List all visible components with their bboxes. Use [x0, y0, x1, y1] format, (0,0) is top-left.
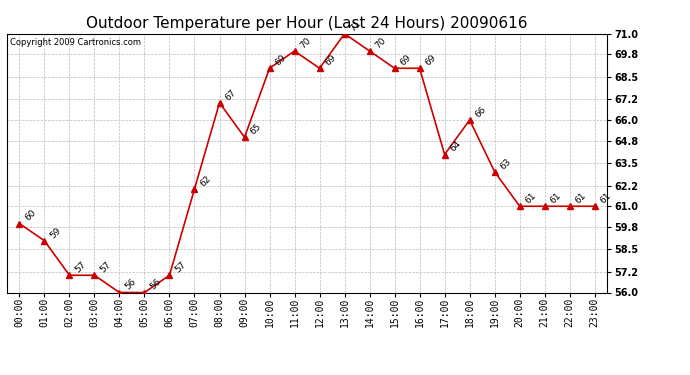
Text: 70: 70 [299, 36, 313, 50]
Text: 57: 57 [74, 260, 88, 274]
Text: 59: 59 [48, 225, 63, 240]
Text: 69: 69 [274, 53, 288, 68]
Text: 71: 71 [348, 18, 363, 33]
Text: 60: 60 [23, 208, 38, 223]
Text: 69: 69 [324, 53, 338, 68]
Text: 61: 61 [574, 191, 589, 206]
Text: Copyright 2009 Cartronics.com: Copyright 2009 Cartronics.com [10, 38, 141, 46]
Text: 56: 56 [124, 277, 138, 292]
Text: 65: 65 [248, 122, 263, 136]
Text: 57: 57 [99, 260, 113, 274]
Text: 70: 70 [374, 36, 388, 50]
Text: 61: 61 [599, 191, 613, 206]
Text: 69: 69 [424, 53, 438, 68]
Text: 56: 56 [148, 277, 163, 292]
Text: 57: 57 [174, 260, 188, 274]
Text: 61: 61 [549, 191, 563, 206]
Title: Outdoor Temperature per Hour (Last 24 Hours) 20090616: Outdoor Temperature per Hour (Last 24 Ho… [86, 16, 528, 31]
Text: 61: 61 [524, 191, 538, 206]
Text: 62: 62 [199, 174, 213, 188]
Text: 69: 69 [399, 53, 413, 68]
Text: 67: 67 [224, 87, 238, 102]
Text: 64: 64 [448, 140, 463, 154]
Text: 66: 66 [474, 105, 489, 119]
Text: 63: 63 [499, 156, 513, 171]
